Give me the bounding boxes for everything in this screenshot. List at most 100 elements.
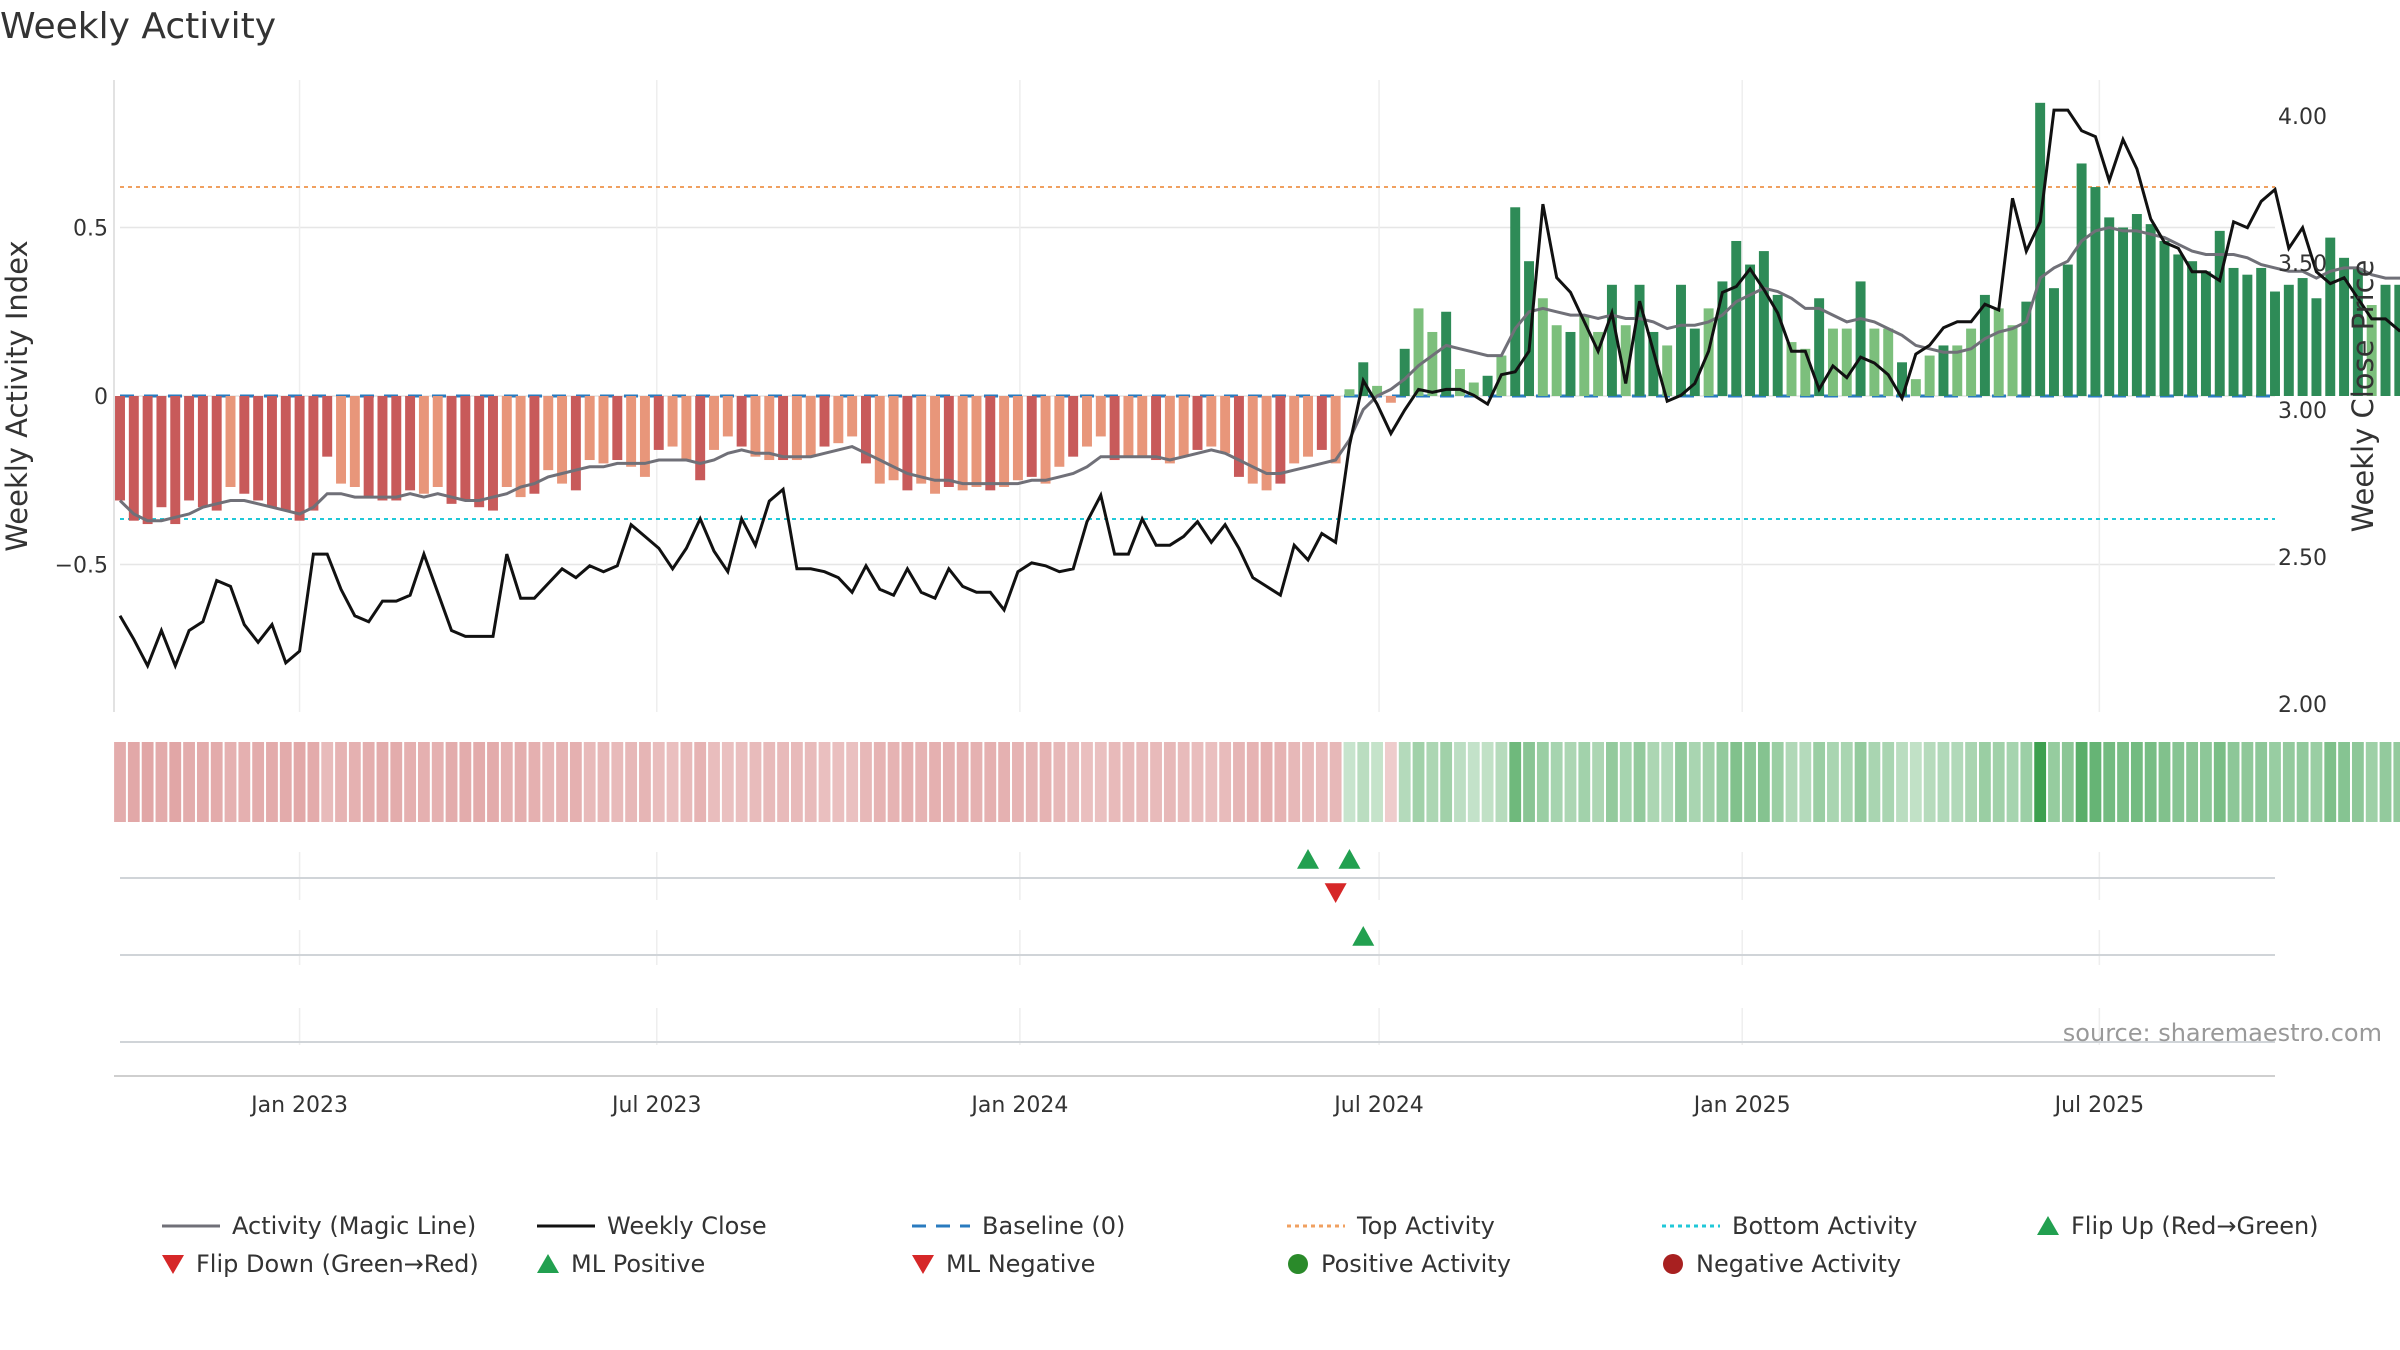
heat-cell bbox=[818, 742, 831, 822]
heat-cell bbox=[2269, 742, 2281, 822]
activity-bar bbox=[2076, 163, 2087, 396]
heat-cell bbox=[2048, 742, 2060, 822]
heat-cell bbox=[1992, 742, 2005, 822]
activity-bar bbox=[418, 396, 429, 494]
activity-bar bbox=[957, 396, 968, 491]
heat-cell bbox=[860, 742, 872, 822]
heat-cell bbox=[1246, 742, 1259, 822]
heat-cell bbox=[2310, 742, 2323, 822]
heat-cell bbox=[1813, 742, 1826, 822]
activity-bar bbox=[239, 396, 250, 494]
heat-cell bbox=[1467, 742, 1480, 822]
activity-bar bbox=[2297, 278, 2308, 396]
activity-bar bbox=[2145, 224, 2156, 396]
right-tick-label: 2.00 bbox=[2278, 693, 2327, 718]
activity-bar bbox=[2104, 217, 2115, 396]
activity-bar bbox=[2270, 291, 2280, 396]
heat-cell bbox=[1702, 742, 1715, 822]
heat-cell bbox=[1233, 742, 1245, 822]
heat-cell bbox=[155, 742, 168, 822]
heat-cell bbox=[1163, 742, 1176, 822]
activity-bar bbox=[2380, 284, 2391, 396]
heat-cell bbox=[514, 742, 527, 822]
heat-cell bbox=[2186, 742, 2199, 822]
activity-bar bbox=[1137, 396, 1148, 457]
flip-up-marker bbox=[1297, 849, 1320, 869]
activity-bar bbox=[225, 396, 236, 487]
heat-cell bbox=[2365, 742, 2378, 822]
heat-cell bbox=[1661, 742, 1674, 822]
activity-bar bbox=[2131, 214, 2142, 396]
heat-cell bbox=[431, 742, 444, 822]
heat-cell bbox=[376, 742, 389, 822]
activity-bar bbox=[1206, 396, 1217, 447]
activity-bar bbox=[2159, 240, 2170, 396]
activity-bar bbox=[1275, 396, 1286, 484]
activity-bar bbox=[1800, 348, 1811, 396]
activity-bar bbox=[1993, 308, 2004, 396]
heat-cell bbox=[321, 742, 334, 822]
legend-item: Flip Up (Red→Green) bbox=[2035, 1208, 2319, 1244]
legend-item: Flip Down (Green→Red) bbox=[160, 1246, 479, 1282]
activity-bar bbox=[1758, 251, 1769, 396]
heat-cell bbox=[956, 742, 969, 822]
heat-cell bbox=[183, 742, 195, 822]
heat-cell bbox=[1606, 742, 1618, 822]
activity-bar bbox=[1095, 396, 1106, 437]
heat-cell bbox=[1730, 742, 1743, 822]
heat-cell bbox=[708, 742, 720, 822]
legend-label: ML Negative bbox=[946, 1250, 1096, 1278]
activity-bar bbox=[1344, 389, 1355, 396]
heat-cell bbox=[473, 742, 486, 822]
x-tick-label: Jan 2025 bbox=[1692, 1093, 1791, 1118]
activity-bar bbox=[2228, 267, 2239, 396]
heat-cell bbox=[293, 742, 306, 822]
x-tick-label: Jul 2023 bbox=[610, 1093, 702, 1118]
heat-cell bbox=[1302, 742, 1314, 822]
heat-cell bbox=[1896, 742, 1908, 822]
activity-bar bbox=[1565, 331, 1576, 396]
heat-cell bbox=[721, 742, 734, 822]
activity-bar bbox=[474, 396, 485, 508]
activity-bar bbox=[1040, 396, 1051, 484]
heat-cell bbox=[1785, 742, 1798, 822]
heat-cell bbox=[141, 742, 154, 822]
series-lines bbox=[118, 108, 2400, 670]
legend-label: Flip Up (Red→Green) bbox=[2071, 1212, 2319, 1240]
heat-cell bbox=[252, 742, 265, 822]
activity-bar bbox=[1026, 396, 1037, 477]
heat-cell bbox=[1647, 742, 1660, 822]
activity-bar bbox=[1303, 396, 1313, 457]
heat-cell bbox=[445, 742, 458, 822]
activity-bar bbox=[1979, 294, 1990, 396]
heat-cell bbox=[1371, 742, 1383, 822]
legend-symbol bbox=[537, 1224, 595, 1228]
heat-cell bbox=[873, 742, 886, 822]
heat-cell bbox=[335, 742, 347, 822]
legend-item: Positive Activity bbox=[1285, 1246, 1511, 1282]
activity-bar bbox=[1109, 396, 1120, 461]
right-tick-label: 3.00 bbox=[2278, 399, 2327, 424]
heat-cell bbox=[127, 742, 140, 822]
legend-item: Weekly Close bbox=[535, 1208, 767, 1244]
activity-bar bbox=[2256, 267, 2267, 396]
heat-cell bbox=[1122, 742, 1135, 822]
activity-bar bbox=[1731, 240, 1742, 396]
activity-bar bbox=[930, 396, 941, 494]
activity-bar bbox=[1330, 396, 1341, 464]
heat-cell bbox=[1191, 742, 1204, 822]
heat-cell bbox=[1136, 742, 1149, 822]
legend-label: Flip Down (Green→Red) bbox=[196, 1250, 479, 1278]
heat-cell bbox=[1025, 742, 1038, 822]
activity-bar bbox=[1427, 331, 1438, 396]
heat-cell bbox=[2130, 742, 2143, 822]
activity-bar bbox=[612, 396, 623, 461]
activity-bar bbox=[1482, 375, 1493, 396]
activity-bar bbox=[874, 396, 885, 484]
heat-cell bbox=[1177, 742, 1190, 822]
activity-bar bbox=[1247, 396, 1258, 484]
activity-bar bbox=[985, 396, 996, 491]
activity-bar bbox=[2242, 274, 2253, 396]
legend-label: Activity (Magic Line) bbox=[232, 1212, 477, 1240]
heat-cell bbox=[1578, 742, 1591, 822]
